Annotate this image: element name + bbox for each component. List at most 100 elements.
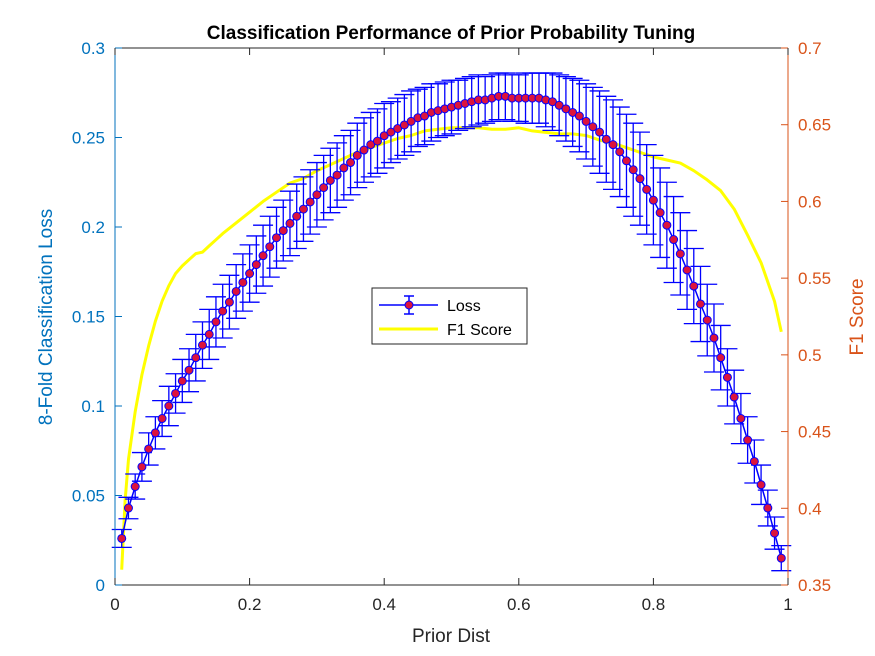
loss-point — [709, 333, 719, 343]
loss-point — [561, 104, 571, 114]
loss-point — [144, 444, 154, 454]
loss-point — [211, 317, 221, 327]
loss-point — [399, 120, 409, 130]
loss-point — [689, 281, 699, 291]
legend-loss-label: Loss — [447, 298, 481, 315]
loss-point — [359, 145, 369, 155]
loss-point — [292, 211, 302, 221]
x-tick-label: 0.2 — [238, 595, 262, 614]
loss-point — [615, 147, 625, 157]
loss-point — [621, 156, 631, 166]
loss-point — [157, 414, 167, 424]
loss-point — [332, 170, 342, 180]
loss-point — [245, 269, 255, 279]
loss-point — [420, 111, 430, 121]
x-tick-label: 1 — [783, 595, 792, 614]
loss-point — [601, 134, 611, 144]
loss-point — [372, 136, 382, 146]
legend-box — [371, 287, 528, 345]
loss-point — [682, 265, 692, 275]
right-tick-label: 0.4 — [798, 499, 822, 518]
loss-point — [130, 482, 140, 492]
loss-point — [669, 235, 679, 245]
right-tick-label: 0.5 — [798, 346, 822, 365]
loss-point — [574, 111, 584, 121]
legend-loss-marker — [404, 300, 414, 310]
loss-point — [366, 140, 376, 150]
loss-point — [743, 435, 753, 445]
loss-point — [265, 242, 275, 252]
loss-point — [325, 175, 335, 185]
loss-point — [204, 329, 214, 339]
left-tick-label: 0.25 — [72, 129, 105, 148]
loss-point — [635, 174, 645, 184]
loss-point — [595, 127, 605, 137]
loss-point — [736, 414, 746, 424]
loss-point — [238, 277, 248, 287]
loss-point — [547, 97, 557, 107]
loss-point — [272, 233, 282, 243]
legend: Loss F1 Score — [371, 287, 528, 345]
plot-area — [111, 72, 792, 572]
loss-point — [224, 297, 234, 307]
loss-point — [339, 163, 349, 173]
loss-point — [675, 249, 685, 259]
loss-point — [608, 140, 618, 150]
loss-point — [554, 100, 564, 110]
loss-point — [696, 299, 706, 309]
loss-point — [285, 218, 295, 228]
x-tick-label: 0.6 — [507, 595, 531, 614]
loss-point — [655, 208, 665, 218]
loss-point — [123, 503, 133, 513]
loss-point — [662, 220, 672, 230]
y-axis-label-left: 8-Fold Classification Loss — [36, 209, 57, 425]
x-axis-label: Prior Dist — [412, 626, 491, 647]
loss-point — [393, 124, 403, 134]
loss-point — [278, 226, 288, 236]
loss-point — [197, 340, 207, 350]
loss-point — [312, 190, 322, 200]
loss-point — [150, 428, 160, 438]
loss-point — [776, 553, 786, 563]
loss-point — [581, 116, 591, 126]
loss-point — [191, 353, 201, 363]
loss-point — [763, 503, 773, 513]
left-tick-label: 0 — [96, 576, 105, 595]
loss-point — [628, 165, 638, 175]
loss-point — [406, 116, 416, 126]
loss-point — [352, 150, 362, 160]
loss-point — [716, 353, 726, 363]
x-ticks: 0 0.2 0.4 0.6 0.8 1 — [110, 48, 793, 614]
left-tick-label: 0.05 — [72, 487, 105, 506]
x-tick-label: 0.8 — [642, 595, 666, 614]
x-tick-label: 0.4 — [372, 595, 396, 614]
left-tick-label: 0.15 — [72, 308, 105, 327]
loss-point — [722, 372, 732, 382]
loss-point — [756, 480, 766, 490]
loss-point — [648, 195, 658, 205]
loss-point — [319, 183, 329, 193]
loss-series — [111, 72, 792, 572]
left-tick-label: 0.1 — [81, 397, 105, 416]
loss-point — [379, 131, 389, 141]
right-tick-label: 0.35 — [798, 576, 831, 595]
loss-point — [770, 528, 780, 538]
legend-f1-label: F1 Score — [447, 322, 512, 339]
loss-point — [171, 388, 181, 398]
loss-point — [251, 260, 261, 270]
left-ticks: 0 0.05 0.1 0.15 0.2 0.25 0.3 — [72, 39, 122, 595]
loss-point — [184, 365, 194, 375]
loss-point — [642, 184, 652, 194]
loss-point — [588, 122, 598, 132]
right-tick-label: 0.45 — [798, 423, 831, 442]
loss-point — [702, 315, 712, 325]
loss-point — [137, 462, 147, 472]
loss-point — [231, 286, 241, 296]
left-tick-label: 0.2 — [81, 218, 105, 237]
loss-point — [298, 204, 308, 214]
loss-point — [568, 107, 578, 117]
x-tick-label: 0 — [110, 595, 119, 614]
right-tick-label: 0.55 — [798, 269, 831, 288]
loss-point — [386, 127, 396, 137]
